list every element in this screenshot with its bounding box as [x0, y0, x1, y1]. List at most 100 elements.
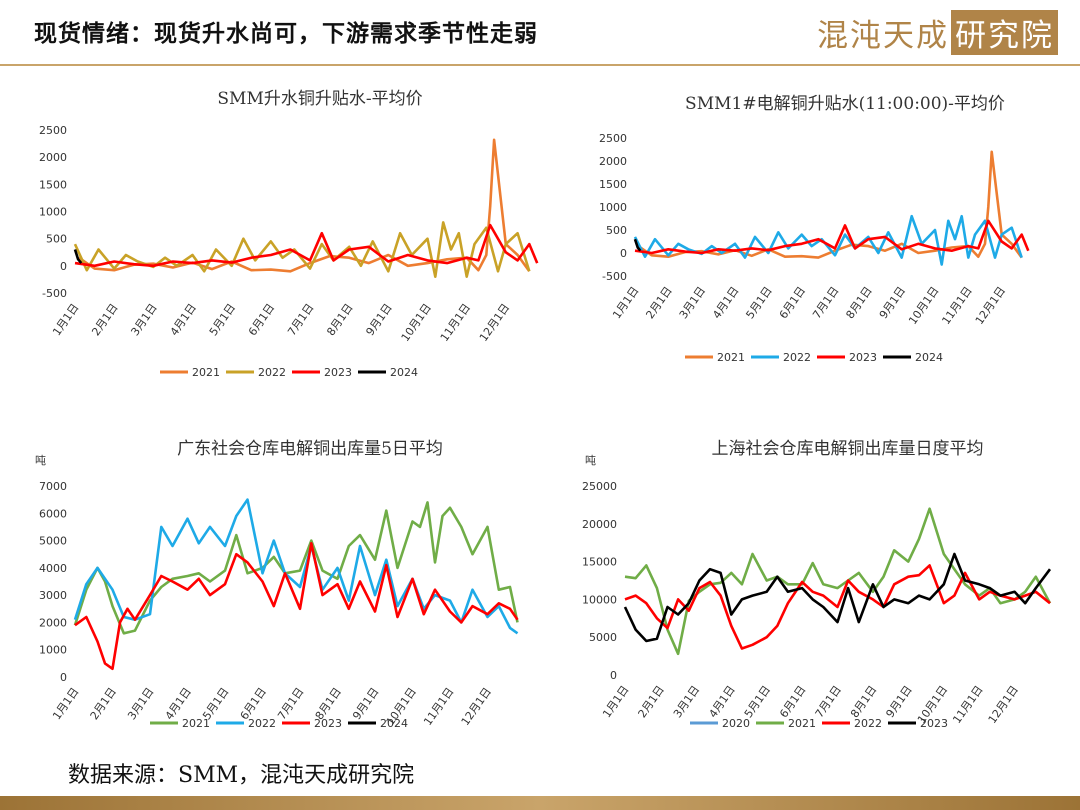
- x-tick-label: 12月1日: [477, 301, 512, 344]
- legend-label: 2024: [390, 366, 418, 379]
- y-tick-label: 0: [620, 247, 627, 260]
- y-tick-label: 6000: [39, 507, 67, 520]
- y-unit-label: 吨: [585, 454, 596, 467]
- x-tick-label: 4月1日: [706, 683, 737, 720]
- x-tick-label: 3月1日: [128, 301, 159, 338]
- y-tick-label: 1000: [599, 201, 627, 214]
- y-tick-label: 15000: [582, 556, 617, 569]
- y-tick-label: 2500: [599, 132, 627, 145]
- x-tick-label: 11月1日: [950, 683, 985, 726]
- x-tick-label: 1月1日: [50, 301, 81, 338]
- brand-logo-text: 混沌天成 研究院: [817, 9, 1058, 55]
- legend-label: 2024: [915, 351, 943, 364]
- series-line-2023: [74, 542, 519, 671]
- y-tick-label: -500: [42, 287, 67, 300]
- chart-smm-premium: SMM升水铜升贴水-平均价 -500 0 500 1000 1500 2000 2500 1月1…: [39, 89, 539, 379]
- x-tick-label: 7月1日: [810, 284, 841, 321]
- y-tick-label: 0: [610, 669, 617, 682]
- series-line-2024: [633, 238, 642, 252]
- x-tick-label: 9月1日: [363, 301, 394, 338]
- series-line-2021: [637, 150, 1023, 259]
- x-tick-label: 11月1日: [438, 301, 473, 344]
- chart-title: SMM升水铜升贴水-平均价: [217, 89, 422, 109]
- y-tick-label: 1500: [599, 178, 627, 191]
- data-source-note: 数据来源：SMM，混沌天成研究院: [68, 763, 415, 788]
- legend-label: 2022: [248, 717, 276, 730]
- x-tick-label: 6月1日: [777, 683, 808, 720]
- series-line-2022: [633, 214, 1023, 266]
- x-tick-label: 6月1日: [777, 284, 808, 321]
- y-tick-label: 25000: [582, 480, 617, 493]
- legend-label: 2022: [258, 366, 286, 379]
- y-tick-label: 20000: [582, 518, 617, 531]
- y-tick-label: 2500: [39, 124, 67, 137]
- x-tick-label: 7月1日: [813, 683, 844, 720]
- x-tick-label: 8月1日: [324, 301, 355, 338]
- series-line-2022: [73, 221, 531, 278]
- legend-label: 2022: [854, 717, 882, 730]
- series-line-2022: [624, 564, 1051, 650]
- legend-label: 2020: [722, 717, 750, 730]
- x-tick-label: 11月1日: [939, 284, 974, 327]
- y-tick-label: 2000: [39, 151, 67, 164]
- chart-title: SMM1#电解铜升贴水(11:00:00)-平均价: [685, 94, 1005, 114]
- y-tick-label: 2000: [39, 616, 67, 629]
- legend-label: 2023: [849, 351, 877, 364]
- x-tick-label: 10月1日: [399, 301, 434, 344]
- y-tick-label: 2000: [599, 155, 627, 168]
- x-tick-label: 2月1日: [643, 284, 674, 321]
- x-tick-label: 12月1日: [986, 683, 1021, 726]
- y-tick-label: -500: [602, 270, 627, 283]
- x-tick-label: 9月1日: [877, 284, 908, 321]
- y-tick-label: 0: [60, 671, 67, 684]
- x-tick-label: 11月1日: [421, 685, 456, 728]
- x-tick-label: 8月1日: [843, 284, 874, 321]
- series-line-2022: [73, 498, 519, 635]
- y-tick-label: 1000: [39, 644, 67, 657]
- series-line-2023: [634, 219, 1030, 255]
- y-tick-label: 1500: [39, 178, 67, 191]
- x-tick-label: 7月1日: [285, 301, 316, 338]
- legend-label: 2023: [314, 717, 342, 730]
- x-tick-label: 10月1日: [906, 284, 941, 327]
- y-tick-label: 7000: [39, 480, 67, 493]
- legend-label: 2024: [380, 717, 408, 730]
- x-tick-label: 5月1日: [743, 284, 774, 321]
- y-tick-label: 1000: [39, 206, 67, 219]
- legend-label: 2022: [783, 351, 811, 364]
- x-tick-label: 12月1日: [459, 685, 494, 728]
- brand-logo: 混沌天成 研究院: [817, 8, 1058, 56]
- series-line-2023: [74, 223, 539, 268]
- x-tick-label: 8月1日: [848, 683, 879, 720]
- page-title: 现货情绪：现货升水尚可，下游需求季节性走弱: [34, 20, 538, 47]
- x-tick-label: 3月1日: [677, 284, 708, 321]
- x-tick-label: 1月1日: [600, 683, 631, 720]
- y-tick-label: 500: [606, 224, 627, 237]
- legend-label: 2021: [192, 366, 220, 379]
- x-tick-label: 7月1日: [275, 685, 306, 722]
- y-tick-label: 10000: [582, 593, 617, 606]
- series-line-2024: [73, 249, 83, 264]
- legend-label: 2021: [788, 717, 816, 730]
- x-tick-label: 2月1日: [88, 685, 119, 722]
- x-tick-label: 3月1日: [671, 683, 702, 720]
- chart-smm1-premium: SMM1#电解铜升贴水(11:00:00)-平均价 -500 0 500 1000 150…: [599, 94, 1030, 364]
- x-tick-label: 1月1日: [50, 685, 81, 722]
- header-divider: [0, 64, 1080, 66]
- legend-label: 2021: [717, 351, 745, 364]
- x-tick-label: 4月1日: [168, 301, 199, 338]
- x-tick-label: 3月1日: [125, 685, 156, 722]
- x-tick-label: 9月1日: [350, 685, 381, 722]
- legend-label: 2021: [182, 717, 210, 730]
- legend-label: 2023: [920, 717, 948, 730]
- series-line-2023: [623, 552, 1052, 643]
- y-tick-label: 500: [46, 233, 67, 246]
- y-unit-label: 吨: [35, 454, 46, 467]
- series-line-2021: [624, 507, 1052, 656]
- y-tick-label: 5000: [39, 535, 67, 548]
- x-tick-label: 4月1日: [710, 284, 741, 321]
- x-tick-label: 2月1日: [89, 301, 120, 338]
- x-tick-label: 5月1日: [207, 301, 238, 338]
